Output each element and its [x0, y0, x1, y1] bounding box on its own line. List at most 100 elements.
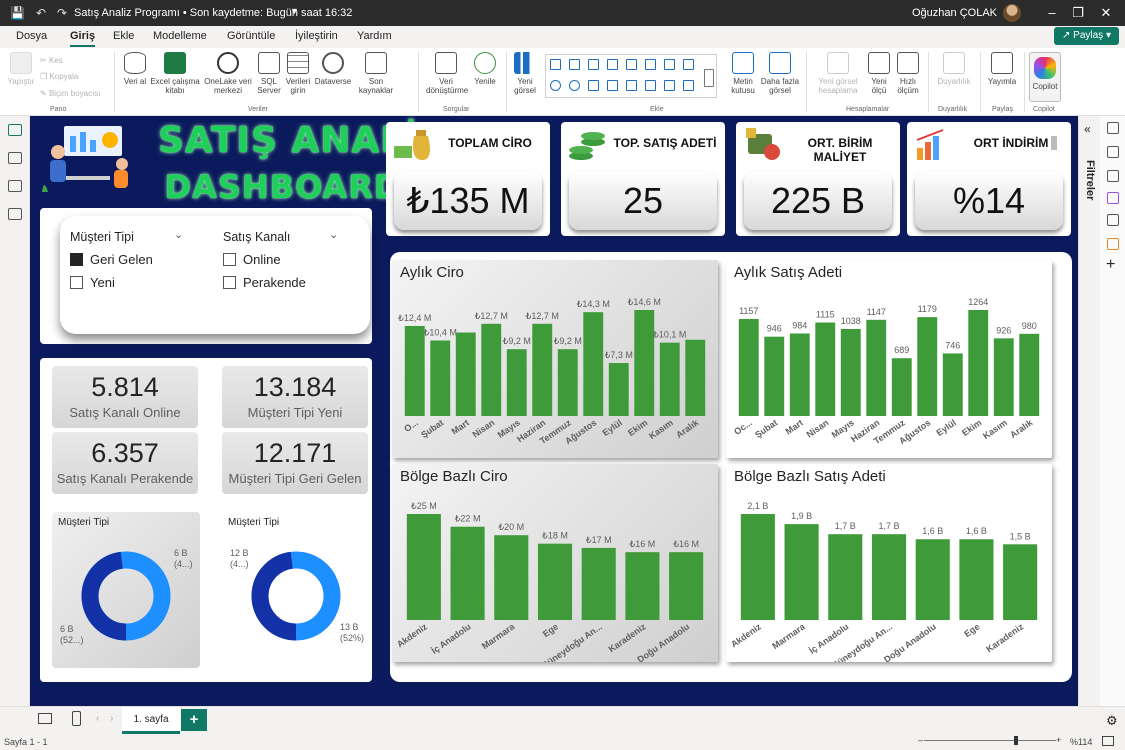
- desktop-layout-icon[interactable]: [38, 713, 52, 724]
- table-visual-icon[interactable]: [664, 80, 675, 91]
- slicer-option[interactable]: Yeni: [70, 276, 190, 290]
- metric-card[interactable]: 13.184 Müşteri Tipi Yeni: [222, 366, 368, 428]
- kpi-card-avg-discount[interactable]: ORT İNDİRİM %14: [907, 122, 1071, 236]
- donut-card[interactable]: Müşteri Tipi 12 B (4...) 13 B (52%): [222, 512, 370, 668]
- zoom-in-icon[interactable]: +: [1056, 735, 1062, 745]
- matrix-icon[interactable]: [683, 80, 694, 91]
- transform-data-button[interactable]: Veri dönüştürme: [426, 52, 468, 95]
- new-visual-button[interactable]: Yeni görsel: [511, 52, 539, 95]
- onelake-button[interactable]: OneLake veri merkezi: [202, 52, 254, 95]
- chart-monthly-revenue[interactable]: Aylık Ciro ₺12,4 M O... ₺10,4 M Şubat Mart ₺1…: [392, 260, 718, 458]
- tab-yardim[interactable]: Yardım: [357, 30, 392, 42]
- avatar[interactable]: [1003, 4, 1021, 22]
- chart-region-sales[interactable]: Bölge Bazlı Satış Adeti 2,1 B Akdeniz 1,9 …: [726, 464, 1052, 662]
- fit-to-page-icon[interactable]: [1102, 736, 1114, 746]
- close-icon[interactable]: ✕: [1100, 5, 1112, 20]
- metric-card[interactable]: 12.171 Müşteri Tipi Geri Gelen: [222, 432, 368, 494]
- tab-iyilestirin[interactable]: İyileştirin: [295, 30, 338, 42]
- chevron-down-icon[interactable]: ⌄: [329, 229, 339, 241]
- kpi-card-total-revenue[interactable]: TOPLAM CİRO ₺135 M: [386, 122, 550, 236]
- checkbox[interactable]: [223, 276, 236, 289]
- area-chart-icon[interactable]: [664, 59, 675, 70]
- slicer-option[interactable]: Perakende: [223, 276, 343, 290]
- checkbox[interactable]: [223, 253, 236, 266]
- line-chart-icon[interactable]: [645, 59, 656, 70]
- metric-card[interactable]: 5.814 Satış Kanalı Online: [52, 366, 198, 428]
- checkbox-checked[interactable]: [70, 253, 83, 266]
- bookmark-icon[interactable]: [1107, 214, 1119, 226]
- tab-modelleme[interactable]: Modelleme: [153, 30, 207, 42]
- share-button[interactable]: ↗ Paylaş ▾: [1054, 27, 1119, 45]
- copilot-pane-icon[interactable]: [1107, 192, 1119, 204]
- tab-giris[interactable]: Giriş: [70, 30, 96, 47]
- more-visuals-button[interactable]: Daha fazla görsel: [760, 52, 800, 95]
- filters-pane-collapsed[interactable]: «: [1078, 116, 1100, 706]
- combo-chart-icon[interactable]: [683, 59, 694, 70]
- visualizations-pane-icon[interactable]: [1107, 146, 1119, 158]
- tab-dosya[interactable]: Dosya: [16, 30, 48, 42]
- get-data-button[interactable]: Veri al: [122, 52, 148, 86]
- title-dropdown-icon[interactable]: ▼: [290, 6, 299, 16]
- dataverse-button[interactable]: Dataverse: [314, 52, 352, 86]
- kpi-card-avg-unit-cost[interactable]: ORT. BİRİM MALİYET 225 B: [736, 122, 900, 236]
- clustered-bar-icon[interactable]: [626, 59, 637, 70]
- chevron-down-icon[interactable]: ⌄: [174, 229, 184, 241]
- chart-monthly-sales[interactable]: Aylık Satış Adeti 1157 Oc... 946 Şubat 984 Ma…: [726, 260, 1052, 458]
- mobile-layout-icon[interactable]: [72, 711, 81, 726]
- publish-button[interactable]: Yayımla: [986, 52, 1018, 86]
- report-view-icon[interactable]: [8, 124, 22, 136]
- chart-region-revenue[interactable]: Bölge Bazlı Ciro ₺25 M Akdeniz ₺22 M İç Ana…: [392, 464, 718, 662]
- restore-icon[interactable]: ❐: [1072, 5, 1084, 20]
- minimize-icon[interactable]: –: [1048, 5, 1056, 20]
- format-pane-icon[interactable]: [1107, 170, 1119, 182]
- table-view-icon[interactable]: [8, 152, 22, 164]
- slicer-customer-type[interactable]: Müşteri Tipi ⌄ Geri Gelen Yeni: [70, 229, 190, 290]
- data-pane-icon[interactable]: [1107, 122, 1119, 134]
- pie-chart-icon[interactable]: [550, 80, 561, 91]
- redo-icon[interactable]: ↷: [56, 6, 68, 20]
- tab-ekle[interactable]: Ekle: [113, 30, 135, 42]
- kpi-card-total-sales[interactable]: TOP. SATIŞ ADETİ 25: [561, 122, 725, 236]
- slicer-sales-channel[interactable]: Satış Kanalı ⌄ Online Perakende: [223, 229, 343, 290]
- save-icon[interactable]: 💾: [10, 6, 25, 20]
- quick-measure-button[interactable]: Hızlı ölçüm: [894, 52, 922, 95]
- prev-page-icon[interactable]: ‹: [96, 713, 100, 724]
- donut-chart-icon[interactable]: [569, 80, 580, 91]
- stacked-bar-icon[interactable]: [588, 59, 599, 70]
- slicer-option[interactable]: Geri Gelen: [70, 253, 190, 267]
- visual-gallery[interactable]: [545, 54, 717, 98]
- next-page-icon[interactable]: ›: [110, 713, 114, 724]
- treemap-icon[interactable]: [588, 80, 599, 91]
- sensitivity-button[interactable]: Duyarlılık: [934, 52, 974, 86]
- dax-query-view-icon[interactable]: [8, 208, 22, 220]
- filters-pane-label[interactable]: Filtreler: [1084, 160, 1096, 201]
- stacked-column-icon[interactable]: [607, 59, 618, 70]
- recent-sources-button[interactable]: Son kaynaklar: [354, 52, 398, 95]
- zoom-out-icon[interactable]: –: [918, 735, 924, 745]
- copilot-button[interactable]: Copilot: [1029, 52, 1061, 102]
- gallery-more-icon[interactable]: [704, 69, 714, 87]
- copy-button[interactable]: ❐ Kopyala: [40, 72, 79, 81]
- paste-button[interactable]: Yapıştır: [6, 52, 36, 86]
- map-icon[interactable]: [607, 80, 618, 91]
- add-page-button[interactable]: +: [181, 709, 207, 731]
- zoom-slider-thumb[interactable]: [1014, 736, 1018, 745]
- selection-pane-icon[interactable]: [1107, 238, 1119, 250]
- bar-chart-icon[interactable]: [550, 59, 561, 70]
- settings-gear-icon[interactable]: ⚙: [1106, 713, 1118, 728]
- model-view-icon[interactable]: [8, 180, 22, 192]
- tab-goruntule[interactable]: Görüntüle: [227, 30, 276, 42]
- gauge-icon[interactable]: [626, 80, 637, 91]
- undo-icon[interactable]: ↶: [35, 6, 47, 20]
- new-measure-button[interactable]: Yeni ölçü: [866, 52, 892, 95]
- scroll-indicator[interactable]: [1051, 136, 1057, 150]
- sql-server-button[interactable]: SQL Server: [256, 52, 282, 95]
- refresh-button[interactable]: Yenile: [472, 52, 498, 86]
- expand-pane-icon[interactable]: «: [1084, 122, 1091, 136]
- page-tab[interactable]: 1. sayfa: [122, 707, 180, 734]
- cut-button[interactable]: ✂ Kes: [40, 56, 63, 65]
- column-chart-icon[interactable]: [569, 59, 580, 70]
- excel-button[interactable]: Excel çalışma kitabı: [150, 52, 200, 95]
- text-box-button[interactable]: Metin kutusu: [728, 52, 758, 95]
- card-icon[interactable]: [645, 80, 656, 91]
